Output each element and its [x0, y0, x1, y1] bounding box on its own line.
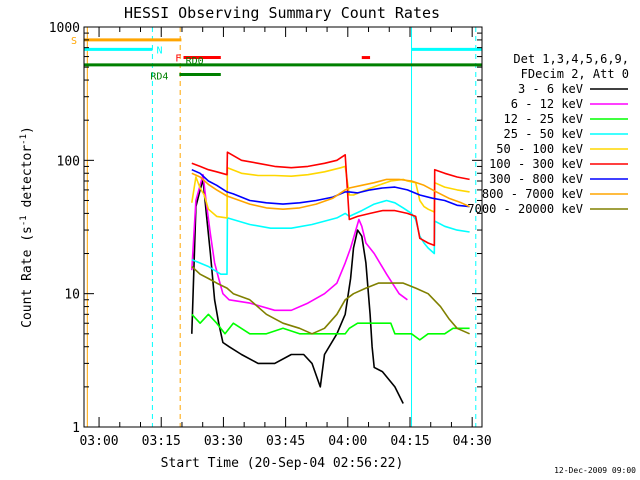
- state-label-s: S: [71, 36, 77, 47]
- legend-label-2: 12 - 25 keV: [504, 112, 583, 126]
- y-axis-label-mid: detector: [20, 145, 35, 216]
- series-line-2: [191, 313, 470, 341]
- x-tick-label: 03:15: [142, 434, 181, 449]
- y-axis-label-main: Count Rate (s: [20, 226, 35, 328]
- legend-header-line-2: FDecim 2, Att 0: [521, 67, 629, 81]
- legend-label-8: 7000 - 20000 keV: [467, 202, 583, 216]
- x-tick-label: 03:00: [79, 434, 118, 449]
- y-axis: 1 10 100 1000: [49, 21, 482, 436]
- legend-label-6: 300 - 800 keV: [489, 172, 583, 186]
- x-tick-label: 03:45: [266, 434, 305, 449]
- chart-title: HESSI Observing Summary Count Rates: [124, 4, 440, 22]
- y-tick-label: 10: [64, 288, 80, 303]
- x-axis: 03:00 03:15 03:30 03:45 04:00 04:15 04:30: [79, 27, 492, 449]
- state-label-rd4: RD4: [150, 72, 168, 83]
- legend: Det 1,3,4,5,6,9, FDecim 2, Att 0 3 - 6 k…: [467, 52, 629, 216]
- x-tick-label: 04:00: [328, 434, 367, 449]
- y-tick-label: 1000: [49, 21, 80, 36]
- state-label-f: F: [175, 54, 181, 65]
- series-line-0: [191, 178, 404, 404]
- legend-label-5: 100 - 300 keV: [489, 157, 583, 171]
- x-tick-label: 04:15: [390, 434, 429, 449]
- series-line-5: [191, 151, 470, 247]
- legend-label-7: 800 - 7000 keV: [482, 187, 583, 201]
- legend-label-3: 25 - 50 keV: [504, 127, 583, 141]
- legend-header-line-1: Det 1,3,4,5,6,9,: [513, 52, 629, 66]
- series-line-8: [191, 265, 470, 335]
- x-axis-label: Start Time (20-Sep-04 02:56:22): [161, 456, 404, 471]
- series-line-7: [191, 172, 470, 210]
- plot-frame: [83, 26, 483, 428]
- state-label-rd0: RD0: [186, 56, 204, 67]
- y-axis-label-sup2: -1: [19, 134, 29, 145]
- y-axis-label-sup: -1: [19, 215, 29, 226]
- state-label-n: N: [157, 45, 163, 56]
- x-tick-label: 03:30: [204, 434, 243, 449]
- series-line-3: [191, 199, 470, 276]
- series-line-1: [191, 173, 408, 312]
- y-tick-label: 1: [72, 421, 80, 436]
- y-axis-label: Count Rate (s-1 detector-1): [19, 126, 35, 328]
- y-axis-label-end: ): [20, 126, 35, 134]
- legend-label-4: 50 - 100 keV: [496, 142, 583, 156]
- plot-area: S N F RD0 RD4: [71, 27, 482, 427]
- footer-date: 12-Dec-2009 09:00: [554, 466, 636, 475]
- legend-label-0: 3 - 6 keV: [518, 82, 583, 96]
- series-line-4: [191, 165, 470, 219]
- x-tick-label: 04:30: [453, 434, 492, 449]
- y-tick-label: 100: [57, 154, 80, 169]
- legend-label-1: 6 - 12 keV: [511, 97, 583, 111]
